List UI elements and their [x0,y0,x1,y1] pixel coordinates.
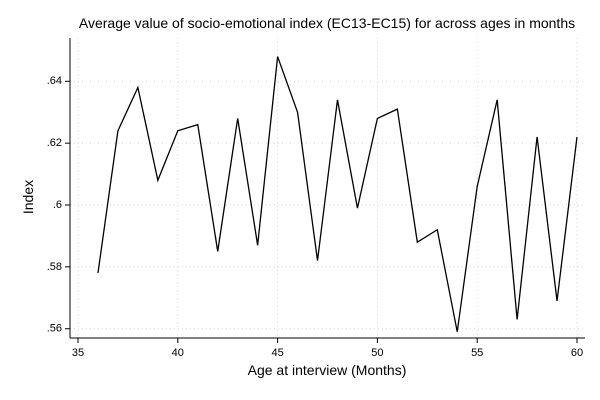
x-tick-label: 40 [172,347,184,359]
y-tick-label: .62 [47,137,62,149]
x-axis-label: Age at interview (Months) [248,362,407,378]
y-tick-label: .56 [47,323,62,335]
x-tick-label: 45 [271,347,283,359]
series-line [97,56,578,332]
x-tick-label: 50 [371,347,383,359]
gridlines [70,38,585,338]
y-tick-label: .6 [53,199,62,211]
x-tick-label: 35 [72,347,84,359]
y-tick-label: .64 [47,75,62,87]
x-tick-label: 55 [471,347,483,359]
series-layer [97,56,578,332]
axes [69,38,585,339]
y-tick-label: .58 [47,261,62,273]
x-tick-label: 60 [571,347,583,359]
chart-title: Average value of socio-emotional index (… [79,15,575,31]
y-axis-label: Index [20,180,36,214]
tick-labels: .56 .58 .6 .62 .64 35 40 45 50 55 60 [47,75,583,359]
